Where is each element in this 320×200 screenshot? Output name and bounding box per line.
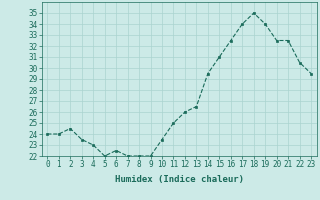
- X-axis label: Humidex (Indice chaleur): Humidex (Indice chaleur): [115, 175, 244, 184]
